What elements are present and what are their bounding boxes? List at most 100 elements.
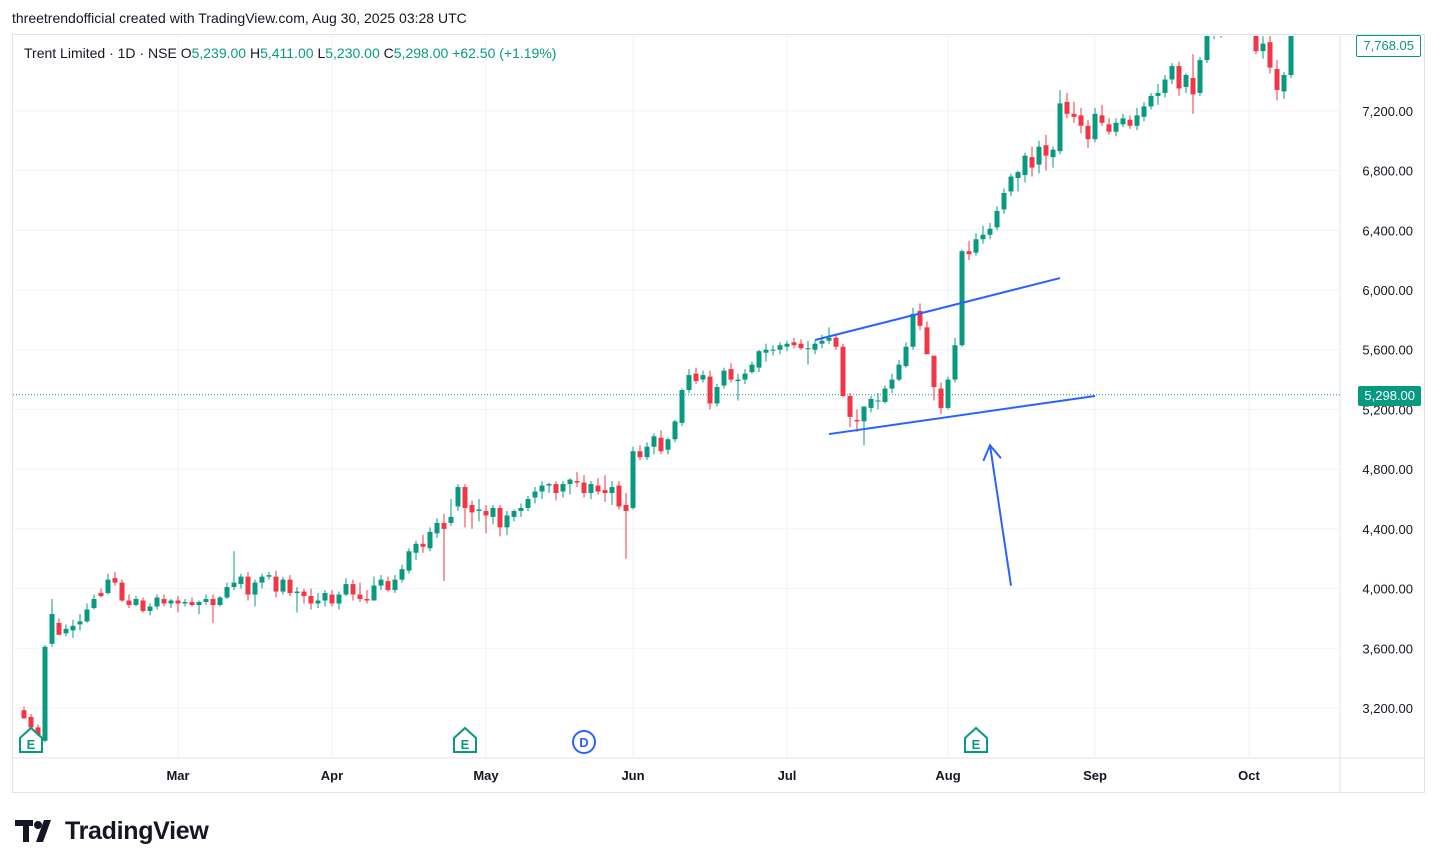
change-value: +62.50 (+1.19%) [452,45,557,61]
earnings-marker[interactable]: E [19,726,43,753]
candle-body [763,349,769,353]
y-tick-label: 4,000.00 [1362,582,1413,597]
candle-body [182,602,188,604]
candle-body [301,591,307,597]
candle-body [1267,42,1273,68]
candle-body [140,600,146,611]
candle-body [1092,113,1098,140]
candle-body [133,599,139,605]
candle-body [413,543,419,553]
candle-body [581,482,587,494]
candle-body [770,349,776,351]
candle-body [567,479,573,485]
ohlc-legend: Trent Limited · 1D · NSE O5,239.00 H5,41… [24,45,556,61]
candle-body [91,599,97,608]
upper-trendline [814,277,1061,341]
candle-body [777,345,783,350]
candle-body [686,375,692,391]
earnings-marker-label: E [461,737,470,752]
candle-body [385,581,391,591]
candle-body [1274,69,1280,90]
candle-body [546,484,552,486]
candle-body [938,388,944,408]
candle-body [819,340,825,344]
candle-body [315,600,321,604]
candle-body [539,485,545,492]
candle-body [336,594,342,604]
candle-body [728,369,734,380]
earnings-marker[interactable]: E [964,726,988,753]
candle-body [1113,122,1119,132]
candle-body [924,327,930,355]
candle-body [448,516,454,523]
close-value: 5,298.00 [393,45,449,61]
candle-body [693,373,699,382]
candle-body [679,390,685,423]
candle-body [322,593,328,601]
candle-body [1127,119,1133,126]
x-tick-label: Apr [321,768,343,783]
x-tick-label: May [473,768,499,783]
dividend-marker[interactable]: D [572,730,596,754]
y-tick-label: 6,400.00 [1362,223,1413,238]
candle-body [1015,172,1021,179]
tradingview-logo[interactable]: TradingView [15,815,209,847]
candle-body [294,591,300,594]
brand-name: TradingView [65,816,209,845]
candle-body [1134,115,1140,126]
high-value: 5,411.00 [260,45,314,61]
candle-body [826,337,832,341]
grid [13,35,1424,792]
candle-body [280,579,286,592]
candle-body [350,584,356,595]
symbol-name: Trent Limited [24,45,106,61]
lower-trendline [828,395,1096,436]
candle-body [1071,113,1077,117]
candle-body [798,343,804,349]
candle-body [1281,75,1287,92]
dividend-marker-label: D [579,735,588,750]
candle-body [518,507,524,511]
candle-body [959,251,965,346]
candle-body [343,584,349,595]
candle-body [609,487,615,494]
candle-body [469,504,475,513]
candle-body [875,400,881,402]
time-axis: Mar Apr May Jun Jul Aug Sep Oct [166,768,1260,783]
price-axis: 3,200.00 3,600.00 4,000.00 4,400.00 4,800.00… [1362,104,1413,716]
candle-body [931,355,937,388]
candle-body [49,613,55,644]
candle-body [630,451,636,508]
candle-body [791,342,797,346]
dividend-marker-circle [572,730,596,754]
candle-body [1204,36,1210,61]
candle-body [833,337,839,347]
candle-body [714,387,720,404]
candle-body [980,234,986,240]
candle-body [371,585,377,601]
candle-body [1288,36,1294,76]
candle-body [854,419,860,422]
candle-body [574,481,580,483]
candle-body [910,313,916,347]
candle-body [595,485,601,492]
interval[interactable]: 1D [117,45,136,61]
earnings-marker-shape [964,726,988,753]
y-tick-label: 6,000.00 [1362,283,1413,298]
earnings-marker[interactable]: E [453,726,477,753]
candle-body [98,593,104,597]
candle-body [259,576,265,583]
candle-body [1078,115,1084,126]
candle-body [840,346,846,396]
candle-body [168,600,174,604]
candles [21,36,1294,746]
candle-body [1141,106,1147,117]
candle-body [462,487,468,508]
candle-body [392,579,398,591]
candle-body [252,582,258,595]
candle-body [399,569,405,580]
candle-body [63,628,69,634]
candle-body [1253,36,1259,52]
candle-body [1148,95,1154,107]
